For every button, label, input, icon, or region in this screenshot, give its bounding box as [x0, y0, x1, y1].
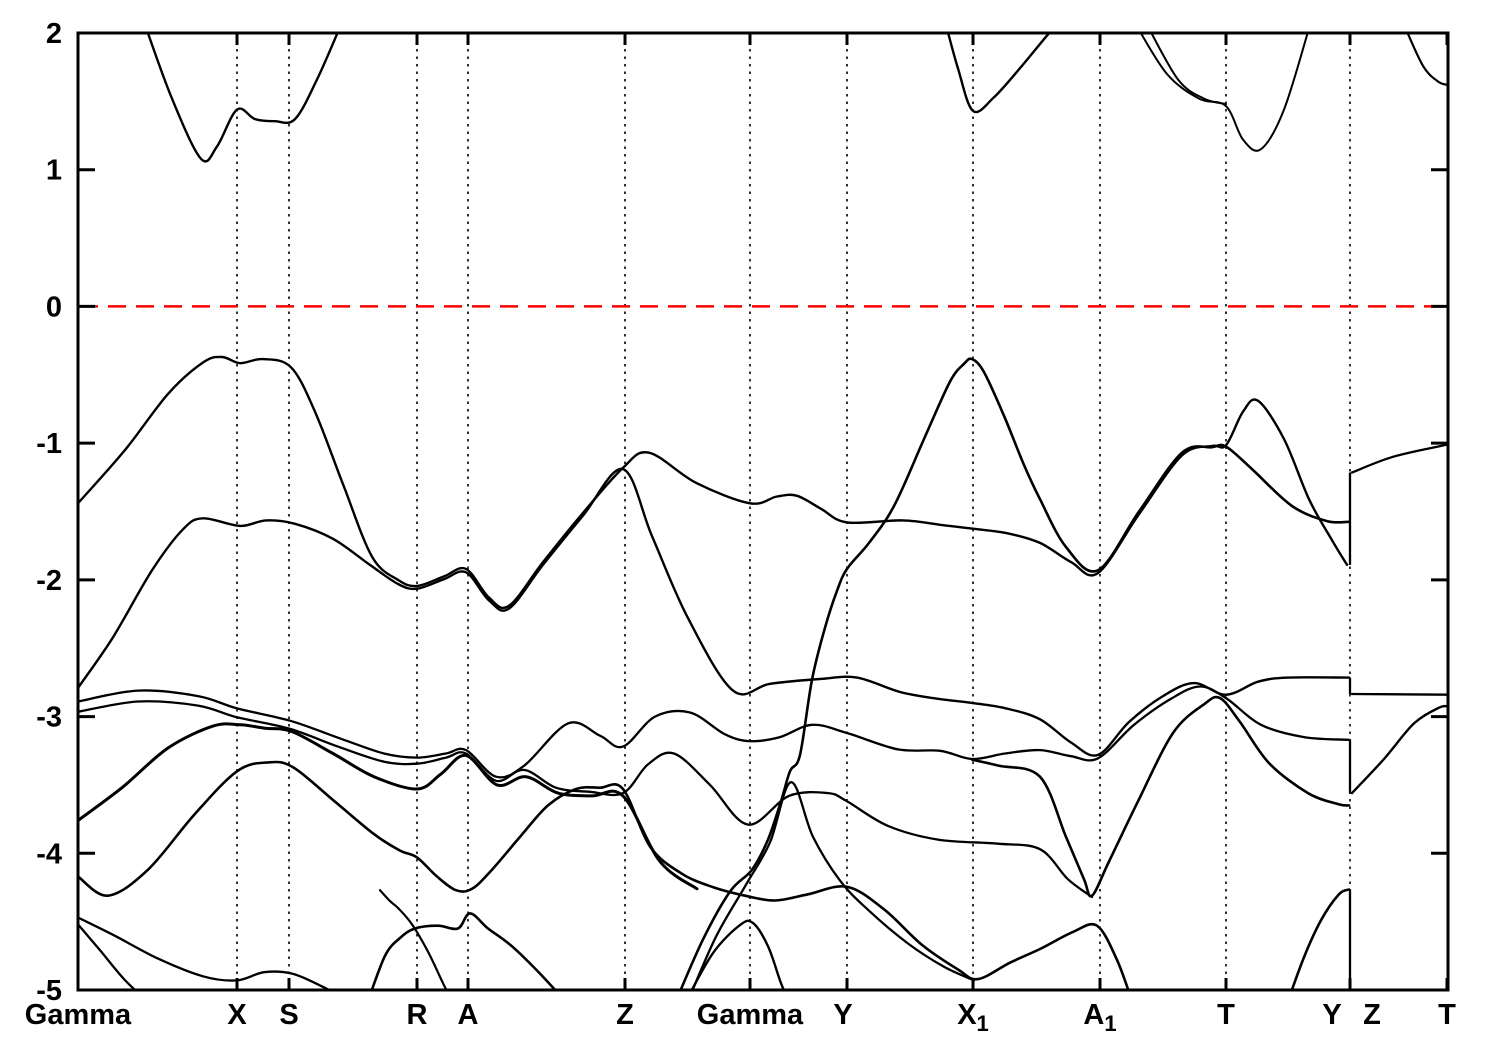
k-point-label: Gamma [697, 999, 804, 1031]
y-axis-tick-label: -1 [36, 428, 62, 460]
k-point-label: Y [833, 999, 852, 1031]
band-curve [1350, 704, 1448, 795]
band-curve [1290, 888, 1351, 990]
band-curve [370, 912, 557, 990]
k-point-label: X [227, 999, 247, 1031]
k-point-label: S [279, 999, 298, 1031]
k-point-label: Z [1363, 999, 1381, 1031]
band-curve [1406, 33, 1448, 87]
k-point-label: Y [1322, 999, 1341, 1031]
y-axis-tick-label: 2 [46, 18, 62, 50]
y-axis-tick-label: 0 [46, 291, 62, 323]
band-curve [78, 355, 1349, 610]
band-curve [690, 919, 786, 990]
band-curve [679, 357, 1351, 990]
y-axis-tick-label: -4 [36, 838, 62, 870]
y-axis-tick-label: -5 [36, 975, 62, 1007]
band-curve [78, 685, 1351, 779]
band-curve [691, 781, 976, 990]
band-curve [78, 722, 699, 891]
band-curve [78, 700, 1094, 899]
band-curve [78, 916, 332, 990]
k-point-label: R [407, 999, 428, 1031]
y-axis-tick-label: 1 [46, 155, 62, 187]
band-curve [78, 760, 1130, 990]
band-curve [146, 33, 339, 163]
k-point-label: X1 [957, 999, 989, 1036]
k-point-label: T [1438, 999, 1456, 1031]
band-curve [78, 467, 1351, 757]
band-curve [1139, 33, 1309, 152]
band-curve [1350, 443, 1448, 474]
y-axis-tick-label: -3 [36, 702, 62, 734]
band-curve [78, 923, 137, 990]
plot-border [76, 31, 1450, 992]
band-curve [378, 889, 448, 990]
k-point-label: Gamma [25, 999, 132, 1031]
y-axis-tick-label: -2 [36, 565, 62, 597]
k-point-label: A1 [1083, 999, 1116, 1036]
band-curve [946, 33, 1051, 114]
k-point-label: Z [616, 999, 634, 1031]
k-point-label: A [458, 999, 479, 1031]
band-curve [1350, 692, 1448, 696]
band-curve [970, 695, 1351, 898]
band-curve [1150, 33, 1227, 106]
k-point-label: T [1217, 999, 1235, 1031]
